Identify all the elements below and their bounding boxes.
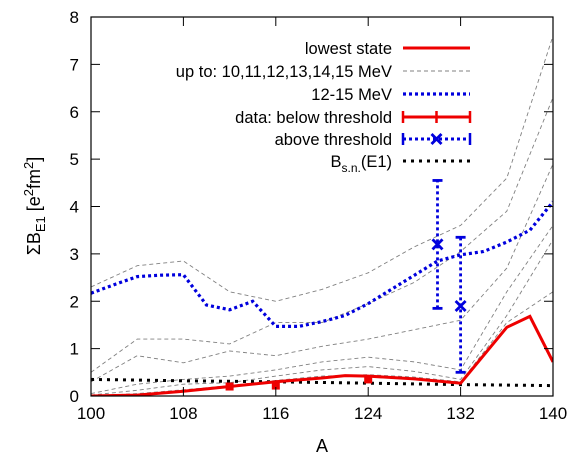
up-to-series-line bbox=[91, 225, 553, 395]
y-tick-label: 3 bbox=[70, 245, 79, 264]
legend-label-up-to: up to: 10,11,12,13,14,15 MeV bbox=[176, 63, 392, 81]
y-tick-label: 1 bbox=[70, 340, 79, 359]
mev-12-15-series-line bbox=[91, 200, 553, 328]
legend-label-bsn: Bs.n.(E1) bbox=[330, 153, 392, 175]
data-below-point bbox=[271, 381, 280, 390]
data-above-point bbox=[454, 299, 467, 312]
x-axis-label: A bbox=[316, 436, 328, 456]
x-tick-label: 140 bbox=[539, 404, 567, 423]
x-tick-label: 132 bbox=[446, 404, 474, 423]
up-to-series-line bbox=[91, 163, 553, 383]
axis-ticks: 100 108 116 124 132 140 0 1 2 3 4 5 6 7 8 bbox=[70, 8, 568, 423]
up-to-series-line bbox=[91, 291, 553, 396]
y-tick-label: 4 bbox=[70, 198, 79, 217]
x-tick-label: 124 bbox=[354, 404, 382, 423]
data-above-point bbox=[431, 238, 444, 251]
x-tick-label: 116 bbox=[262, 404, 289, 423]
y-tick-label: 2 bbox=[70, 292, 79, 311]
legend-label-lowest-state: lowest state bbox=[305, 40, 392, 58]
legend-label-data-below: data: below threshold bbox=[235, 109, 392, 127]
up-to-series-line bbox=[91, 239, 553, 396]
legend-swatch-data-above-mark bbox=[430, 133, 443, 145]
x-tick-label: 100 bbox=[77, 404, 105, 423]
y-tick-label: 8 bbox=[70, 8, 79, 27]
y-tick-label: 5 bbox=[70, 150, 79, 169]
up-to-series-line bbox=[91, 35, 553, 302]
y-axis-label: ΣBE1 [e2fm2] bbox=[21, 157, 48, 256]
x-tick-label: 108 bbox=[169, 404, 197, 423]
legend-label-12-15-mev: 12-15 MeV bbox=[311, 86, 392, 104]
bsn-series-line bbox=[91, 377, 553, 388]
y-tick-label: 0 bbox=[70, 387, 79, 406]
y-tick-label: 7 bbox=[70, 55, 79, 74]
data-below-point bbox=[225, 382, 234, 391]
data-below-point bbox=[364, 375, 373, 384]
up-to-series-line bbox=[91, 97, 553, 373]
y-tick-label: 6 bbox=[70, 103, 79, 122]
legend-label-data-above: above threshold bbox=[275, 131, 392, 149]
legend: lowest state up to: 10,11,12,13,14,15 MeV… bbox=[176, 40, 472, 175]
